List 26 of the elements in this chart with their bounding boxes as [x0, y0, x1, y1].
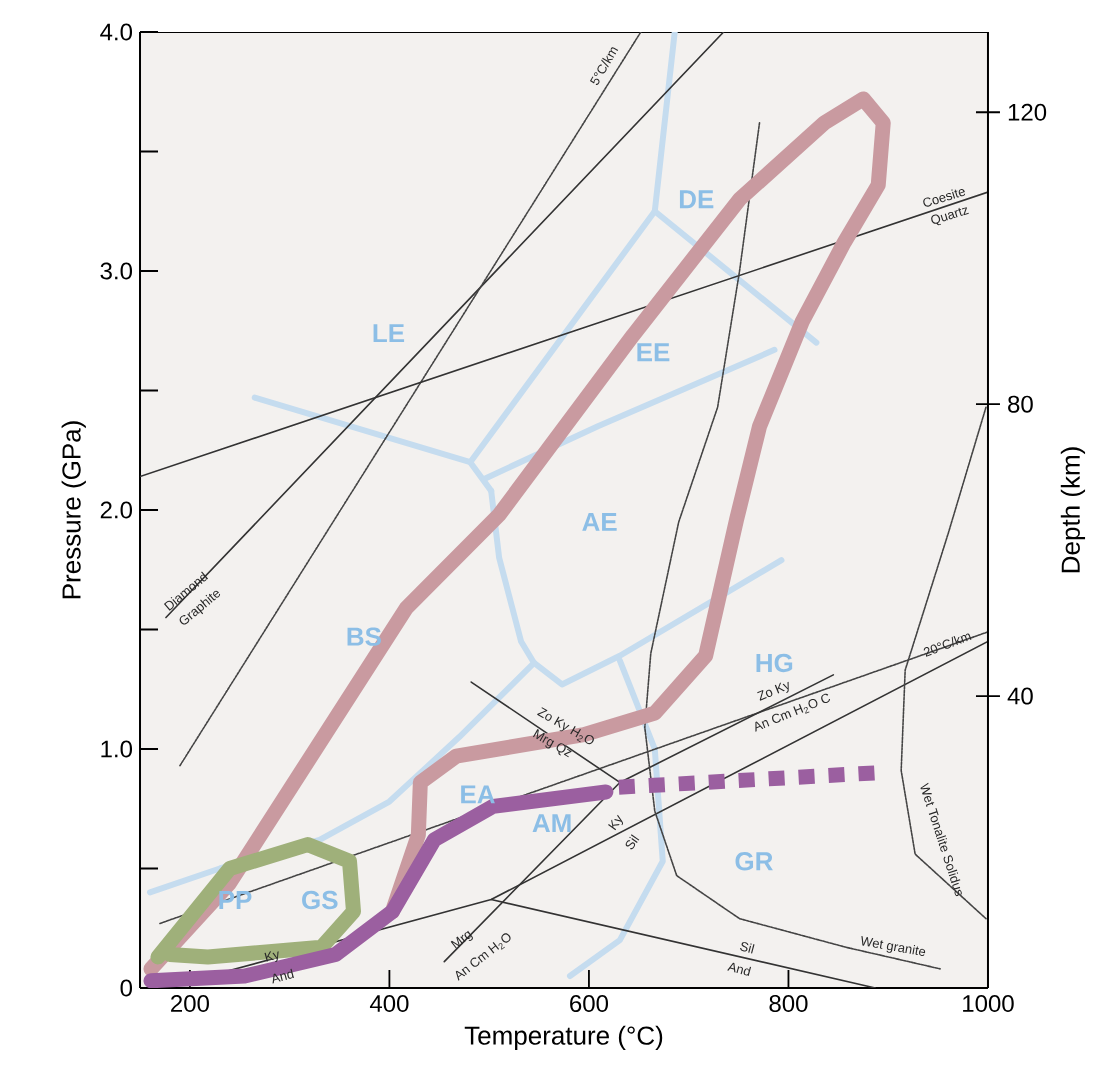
annotation: GR	[735, 852, 773, 871]
x-tick-label: 200	[171, 995, 209, 1013]
y-tick-label: 0	[120, 979, 133, 997]
y-tick-label: 4.0	[100, 23, 133, 41]
y2-tick-label: 120	[1008, 103, 1047, 121]
y-axis-title: Pressure (GPa)	[61, 421, 86, 599]
x-axis-title: Temperature (°C)	[464, 1025, 663, 1050]
annotation: EA	[461, 785, 495, 804]
y2-tick-label: 80	[1008, 395, 1033, 413]
annotation: AE	[582, 513, 617, 531]
x-tick-label: 400	[369, 995, 409, 1013]
y-tick-label: 1.0	[101, 740, 133, 758]
x-tick-label: 800	[769, 995, 808, 1013]
annotation: LE	[373, 324, 405, 343]
annotation: AM	[532, 814, 571, 833]
annotation: BS	[347, 627, 381, 646]
y2-axis-title: Depth (km)	[1060, 447, 1086, 573]
annotation: HG	[756, 653, 793, 673]
annotation: DE	[679, 190, 714, 209]
y2-tick-label: 40	[1007, 687, 1033, 705]
x-tick-label: 1000	[963, 995, 1014, 1013]
x-tick-label: 600	[570, 995, 609, 1013]
y-tick-label: 2.0	[100, 501, 133, 519]
annotation: EE	[637, 343, 670, 362]
y-tick-label: 3.0	[100, 262, 133, 280]
annotation: GS	[302, 890, 338, 910]
